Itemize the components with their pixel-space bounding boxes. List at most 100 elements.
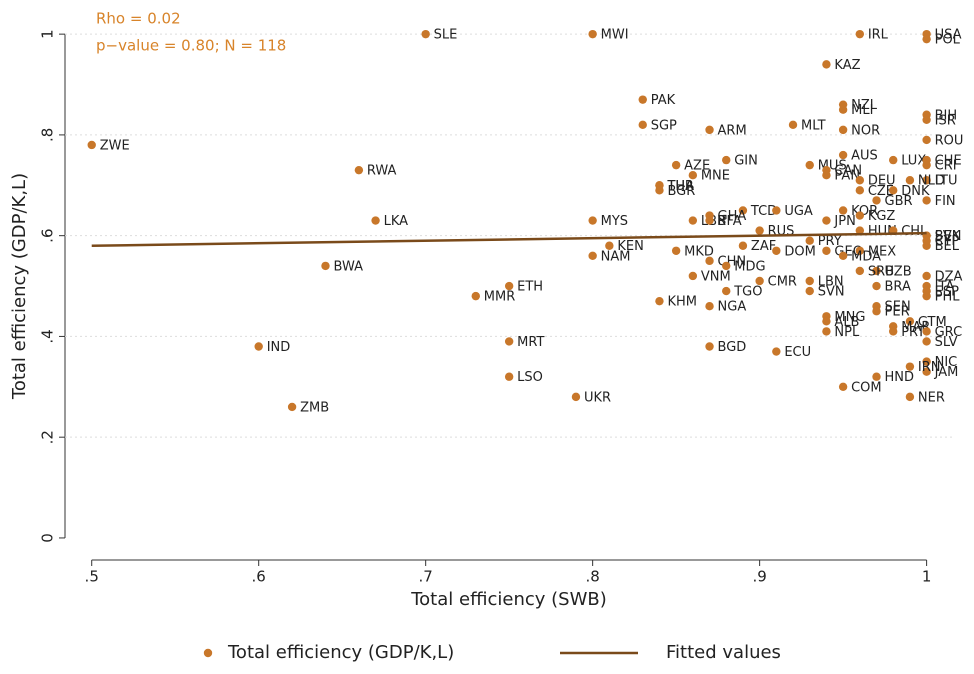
point — [922, 115, 931, 124]
point-label: PAK — [651, 93, 676, 108]
point — [889, 327, 898, 336]
point — [922, 357, 931, 366]
point — [872, 266, 881, 276]
point — [838, 150, 848, 160]
point — [922, 327, 931, 336]
point-label: THA — [666, 179, 694, 194]
point — [855, 176, 865, 185]
point — [922, 34, 931, 44]
y-tick-label: 1 — [39, 29, 57, 39]
point-label: DOM — [784, 244, 815, 259]
point — [638, 120, 647, 130]
point-label: PER — [885, 305, 910, 320]
point — [788, 120, 798, 130]
point-label: PHL — [935, 290, 961, 305]
point-label: SVK — [935, 229, 961, 244]
point — [922, 160, 931, 170]
point-label: SLV — [935, 335, 958, 350]
point-label: PRT — [901, 325, 925, 340]
y-axis-label: Total efficiency (GDP/K,L) — [9, 173, 30, 400]
point-label: CHE — [935, 154, 962, 169]
point — [905, 176, 915, 185]
point — [855, 29, 865, 39]
point — [822, 60, 831, 69]
point — [855, 186, 865, 195]
point-label: MYS — [601, 214, 628, 229]
point-label: NER — [918, 390, 945, 405]
legend-label: Fitted values — [666, 642, 781, 663]
x-tick-label: .7 — [419, 568, 433, 586]
point-label: HND — [885, 370, 915, 385]
point — [354, 165, 364, 175]
point — [722, 286, 731, 296]
point-label: ESP — [935, 285, 959, 300]
point — [922, 291, 931, 301]
point — [905, 317, 915, 326]
point-label: AUS — [851, 149, 878, 164]
point — [588, 251, 597, 261]
point — [588, 216, 597, 225]
point-label: CMR — [768, 275, 797, 290]
point — [855, 266, 865, 276]
point-label: CHL — [901, 224, 928, 239]
point-label: ALB — [834, 315, 859, 330]
point-label: DNK — [901, 184, 930, 199]
point-label: MEX — [868, 244, 896, 259]
point — [872, 372, 881, 381]
point — [755, 276, 764, 286]
point-label: BFA — [718, 214, 742, 229]
point — [822, 317, 831, 326]
point — [922, 135, 931, 145]
point-label: KAZ — [834, 58, 860, 73]
point-label: NZL — [851, 98, 878, 113]
point-label: TGO — [733, 285, 762, 300]
y-tick-label: .4 — [39, 329, 57, 343]
point — [838, 382, 848, 392]
point-label: LSO — [517, 370, 543, 385]
point-label: HUN — [868, 224, 897, 239]
point — [504, 337, 514, 346]
point-label: POL — [935, 33, 961, 48]
point — [772, 246, 781, 255]
point — [922, 196, 931, 205]
point-label: MLI — [851, 103, 873, 118]
point — [855, 226, 865, 235]
y-tick-label: .6 — [39, 229, 57, 243]
point-label: COM — [851, 380, 882, 395]
point-label: JAM — [934, 365, 959, 380]
point-label: MNG — [834, 310, 865, 325]
point-label: DZA — [935, 269, 963, 284]
point-label: USA — [935, 28, 962, 43]
point — [321, 261, 330, 271]
point-label: ROU — [935, 133, 964, 148]
point — [822, 171, 831, 180]
point — [287, 402, 297, 412]
point-label: ITA — [935, 280, 955, 295]
point-label: GTM — [918, 315, 947, 330]
point — [922, 271, 931, 281]
point — [254, 342, 263, 351]
point — [705, 301, 714, 311]
legend-label: Total efficiency (GDP/K,L) — [227, 642, 454, 663]
point — [671, 246, 681, 255]
point — [588, 29, 597, 39]
point — [738, 241, 748, 250]
point — [722, 261, 731, 271]
point — [671, 160, 681, 170]
point-label: MWI — [601, 28, 629, 43]
annotation: Rho = 0.02 — [96, 10, 181, 28]
point — [772, 347, 781, 356]
point — [922, 176, 931, 185]
x-tick-label: 1 — [922, 568, 932, 586]
point-label: GHA — [718, 209, 747, 224]
point-label: GRC — [935, 325, 963, 340]
point-label: PRY — [818, 234, 842, 249]
point — [705, 216, 714, 225]
point — [688, 171, 698, 180]
fitted-line — [91, 231, 927, 247]
x-tick-label: .8 — [585, 568, 599, 586]
point — [688, 271, 698, 281]
point — [805, 160, 814, 170]
